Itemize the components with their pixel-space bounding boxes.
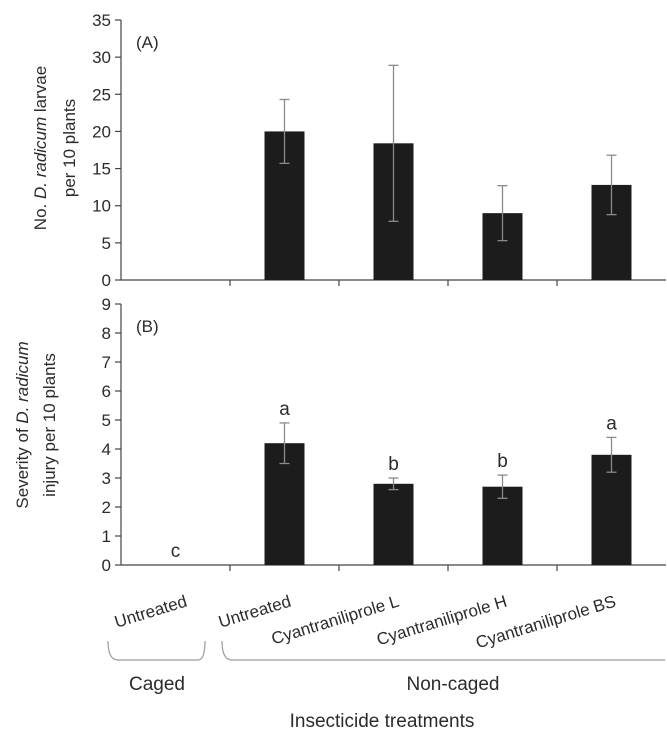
panel-a-ylabel-line1: No. D. radicum larvae	[31, 66, 50, 230]
panel-b-y-tick-label: 2	[102, 498, 111, 517]
panel-b-significance-letter: b	[497, 451, 508, 472]
panel-a-ylabel-line2: per 10 plants	[60, 99, 79, 197]
panel-b-bar	[591, 454, 632, 565]
panel-b-significance-letter: a	[606, 413, 617, 434]
x-label-caged-untreated: Untreated	[112, 592, 189, 632]
panel-a-y-tick-label: 0	[102, 271, 111, 290]
group-label-noncaged: Non-caged	[407, 674, 500, 695]
panel-b-ylabel-line1: Severity of D. radicum	[13, 341, 32, 508]
panel-b-ylabel-line2: injury per 10 plants	[40, 353, 59, 497]
group-label-caged: Caged	[129, 674, 185, 695]
group-brackets	[107, 640, 665, 661]
panel-a-y-tick-label: 35	[92, 11, 111, 30]
panel-b-bar	[373, 483, 414, 565]
panel-b-y-tick-label: 7	[102, 353, 111, 372]
panel-a-y-tick-label: 5	[102, 234, 111, 253]
panel-a-y-tick-label: 25	[92, 85, 111, 104]
panel-b-y-tick-label: 0	[102, 556, 111, 575]
caged-bracket	[107, 640, 206, 661]
panel-b-y-tick-label: 1	[102, 527, 111, 546]
noncaged-bracket	[221, 640, 665, 661]
panel-a-y-tick-label: 20	[92, 122, 111, 141]
panel-a-y-tick-label: 30	[92, 48, 111, 67]
x-category-labels: Untreated Untreated Cyantraniliprole L C…	[112, 592, 618, 653]
panel-a-y-tick-label: 10	[92, 197, 111, 216]
panel-b-significance-letter: c	[171, 541, 181, 562]
panel-b-significance-letter: b	[388, 454, 399, 475]
panel-b-bar	[482, 486, 523, 565]
panel-b-y-tick-label: 8	[102, 324, 111, 343]
panel-b-y-tick-label: 4	[102, 440, 111, 459]
x-axis-title: Insecticide treatments	[290, 711, 475, 732]
panel-b-y-tick-label: 9	[102, 295, 111, 314]
panel-b: (B) Severity of D. radicum injury per 10…	[13, 295, 666, 575]
panel-b-significance-letter: a	[279, 399, 290, 420]
panel-a-y-tick-label: 15	[92, 160, 111, 179]
panel-b-label: (B)	[136, 317, 159, 336]
panel-a-label: (A)	[136, 33, 159, 52]
panel-b-y-tick-label: 5	[102, 411, 111, 430]
panel-b-y-tick-label: 6	[102, 382, 111, 401]
panel-a: (A) No. D. radicum larvae per 10 plants …	[31, 11, 666, 290]
panel-b-y-tick-label: 3	[102, 469, 111, 488]
